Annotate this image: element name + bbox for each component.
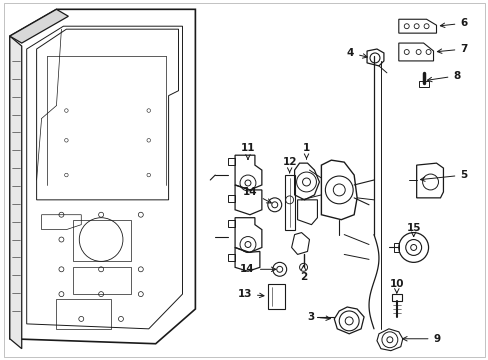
- Text: 11: 11: [240, 143, 255, 159]
- Text: 13: 13: [237, 289, 264, 299]
- Text: 8: 8: [427, 71, 460, 82]
- Text: 12: 12: [282, 157, 296, 173]
- Text: 9: 9: [402, 334, 440, 344]
- Text: 10: 10: [389, 279, 403, 293]
- Text: 14: 14: [240, 264, 275, 274]
- Text: 5: 5: [420, 170, 467, 181]
- Text: 2: 2: [299, 265, 306, 282]
- Text: 14: 14: [243, 187, 271, 203]
- Polygon shape: [10, 36, 21, 349]
- Text: 15: 15: [406, 222, 420, 237]
- Text: 3: 3: [306, 312, 330, 322]
- Text: 6: 6: [440, 18, 467, 28]
- Text: 4: 4: [346, 48, 366, 58]
- Text: 1: 1: [302, 143, 309, 159]
- Polygon shape: [10, 9, 68, 43]
- Text: 7: 7: [436, 44, 467, 54]
